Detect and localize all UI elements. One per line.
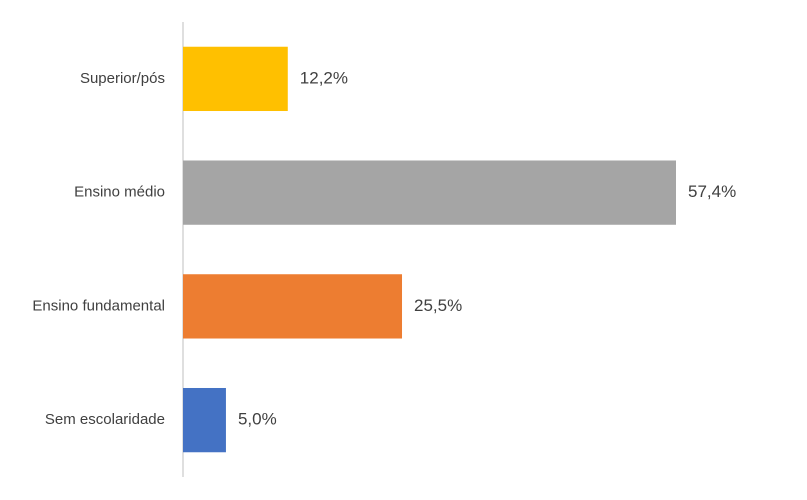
- value-label: 5,0%: [238, 410, 277, 429]
- bar: [183, 387, 226, 453]
- category-label: Superior/pós: [80, 70, 165, 87]
- value-label: 12,2%: [300, 68, 348, 87]
- value-label: 57,4%: [688, 182, 736, 201]
- bar: [183, 274, 403, 339]
- value-label: 25,5%: [414, 296, 462, 315]
- category-label: Ensino médio: [74, 184, 165, 201]
- category-label: Ensino fundamental: [32, 297, 165, 314]
- category-label: Sem escolaridade: [45, 411, 165, 428]
- bar: [183, 160, 676, 225]
- bar: [183, 46, 288, 112]
